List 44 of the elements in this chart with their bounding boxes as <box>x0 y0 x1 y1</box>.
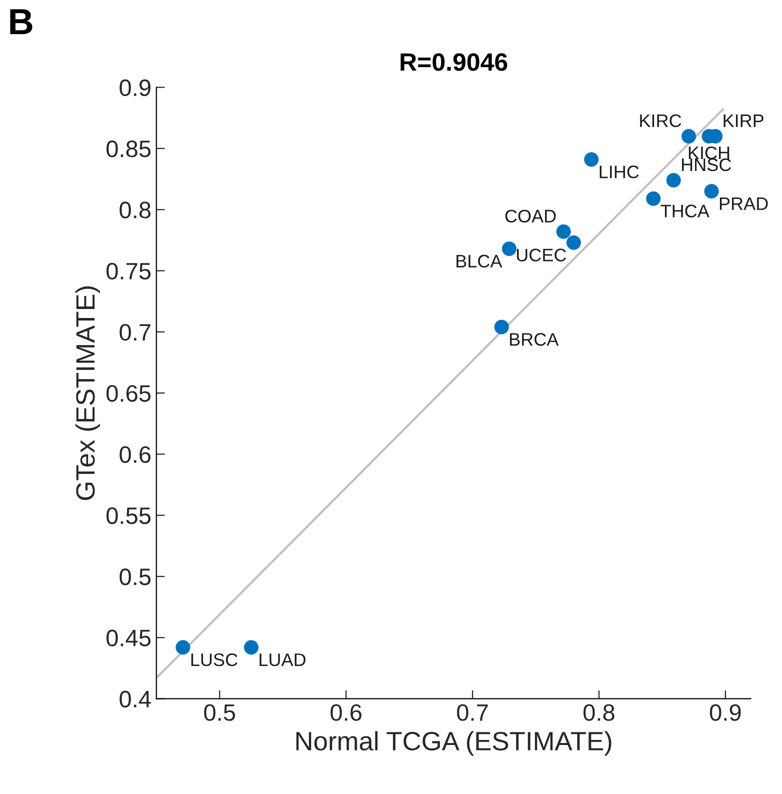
y-tick-label: 0.5 <box>120 568 151 586</box>
point <box>494 320 509 334</box>
point <box>584 152 599 167</box>
point <box>556 224 571 239</box>
x-tick-label: 0.8 <box>583 704 614 721</box>
point <box>244 640 259 655</box>
y-tick-label: 0.9 <box>120 79 150 96</box>
point <box>704 184 719 199</box>
annotation: LIHC <box>600 166 639 178</box>
annotation: PRAD <box>720 197 768 210</box>
annotation: HNSC <box>682 158 731 172</box>
chart-title: R=0.9046 <box>400 53 508 71</box>
y-tick-label: 0.65 <box>106 385 151 402</box>
y-tick-label: 0.6 <box>120 446 151 463</box>
y-tick-label: 0.4 <box>120 690 151 708</box>
point <box>681 128 696 144</box>
annotation: LUSC <box>191 653 238 666</box>
annotation: LUAD <box>260 654 306 666</box>
x-axis-title: Normal TCGA (ESTIMATE) <box>296 731 612 756</box>
annotation: BRCA <box>510 333 559 346</box>
y-tick-label: 0.55 <box>106 507 151 524</box>
text: B <box>10 9 32 34</box>
point <box>666 172 681 188</box>
annotation: KIRP <box>724 114 764 127</box>
annotation: UCEC <box>516 248 566 262</box>
x-tick-label: 0.7 <box>457 704 488 721</box>
point <box>566 235 581 250</box>
y-tick-label: 0.85 <box>106 140 151 158</box>
x-tick-label: 0.9 <box>710 704 741 721</box>
annotation: COAD <box>505 210 556 222</box>
point <box>646 191 661 206</box>
annotation: THCA <box>660 204 710 218</box>
y-tick-label: 0.75 <box>106 262 151 280</box>
y-axis-title: GTex (ESTIMATE) <box>75 286 100 500</box>
y-tick-label: 0.7 <box>120 324 150 341</box>
x-tick-label: 0.6 <box>330 704 362 721</box>
annotation: BLCA <box>456 254 502 268</box>
y-tick-label: 0.45 <box>106 630 151 646</box>
point <box>502 241 516 256</box>
point <box>176 640 190 655</box>
y-tick-label: 0.8 <box>120 202 151 218</box>
x-tick-label: 0.5 <box>204 704 236 721</box>
annotation: KICH <box>688 146 730 160</box>
annotation: KIRC <box>640 114 682 128</box>
